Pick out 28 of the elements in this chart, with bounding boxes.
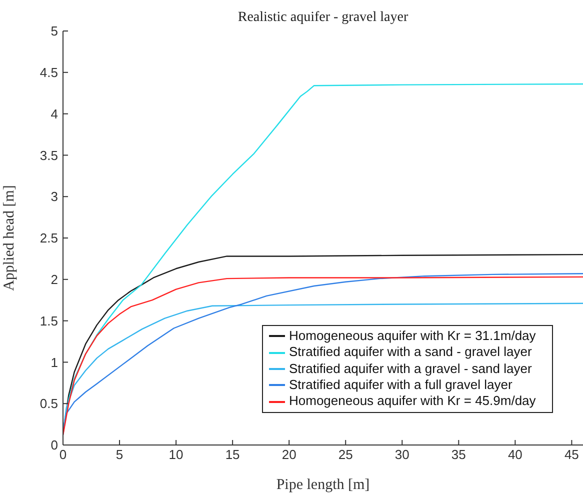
y-tick-label: 1.5 <box>40 313 58 328</box>
y-tick-label: 5 <box>50 24 58 39</box>
legend-label: Stratified aquifer with a full gravel layer <box>289 376 512 392</box>
y-tick-label: 4 <box>50 106 58 122</box>
y-tick-label: 4.5 <box>40 65 58 80</box>
x-tick-label: 40 <box>508 447 522 462</box>
y-tick-label: 3.5 <box>40 148 58 163</box>
y-tick-label: 0 <box>50 438 58 453</box>
legend-label: Homogeneous aquifer with Kr = 31.1m/day <box>289 328 536 343</box>
legend-label: Stratified aquifer with a gravel - sand layer <box>289 360 532 376</box>
x-axis-title: Pipe length [m] <box>276 477 370 493</box>
y-tick-label: 0.5 <box>40 396 58 412</box>
y-tick-label: 2.5 <box>40 230 58 246</box>
chart-title: Realistic aquifer - gravel layer <box>236 10 410 26</box>
x-tick-label: 20 <box>282 447 296 462</box>
x-tick-label: 15 <box>225 447 240 462</box>
legend-label: Homogeneous aquifer with Kr = 45.9m/day <box>289 393 536 408</box>
y-tick-label: 1 <box>50 354 58 370</box>
y-tick-label: 2 <box>50 272 58 288</box>
x-tick-label: 35 <box>451 447 466 462</box>
x-tick-label: 30 <box>394 447 410 462</box>
x-tick-label: 10 <box>168 447 184 462</box>
legend-label: Stratified aquifer with a sand - gravel layer <box>289 344 532 360</box>
y-axis-title: Applied head [m] <box>1 185 18 291</box>
x-tick-label: 45 <box>564 447 579 462</box>
y-tick-label: 3 <box>50 189 58 204</box>
x-tick-label: 5 <box>116 447 124 462</box>
x-tick-label: 25 <box>338 447 353 462</box>
